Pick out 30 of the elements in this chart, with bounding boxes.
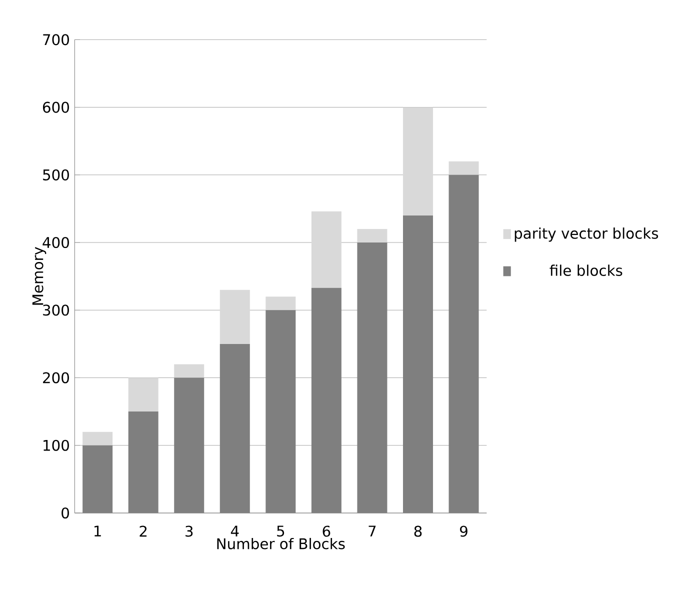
- y-tick-label: 300: [43, 304, 69, 316]
- bar: [174, 364, 204, 378]
- x-tick-label: 5: [277, 526, 284, 537]
- y-tick-label: 100: [44, 440, 69, 451]
- y-tick-label: 200: [43, 372, 69, 384]
- y-tick-label: 400: [42, 236, 69, 248]
- y-axis-title: Memory: [32, 246, 46, 305]
- x-tick-label: 6: [322, 526, 330, 537]
- y-tick-label: 0: [62, 507, 69, 519]
- y-tick-label: 700: [43, 34, 69, 46]
- x-axis-title: Number of Blocks: [217, 538, 345, 550]
- bar: [357, 228, 388, 243]
- x-tick-label: 8: [414, 526, 422, 537]
- text: file blocks: [550, 264, 622, 276]
- x-tick-label: 3: [186, 526, 193, 537]
- y-tick-label: 600: [42, 102, 69, 113]
- bar: [402, 107, 433, 216]
- legend-label: parity vector blocks: [514, 228, 658, 242]
- x-tick-label: 4: [230, 526, 239, 536]
- bar: [311, 211, 342, 288]
- bar: [82, 432, 113, 446]
- bar: [220, 290, 250, 344]
- x-tick-label: 7: [368, 526, 376, 536]
- bar: [266, 296, 296, 310]
- bar: [448, 161, 479, 175]
- y-tick-label: 500: [43, 169, 69, 180]
- x-tick-label: 2: [140, 526, 147, 537]
- bar: [128, 378, 158, 412]
- x-tick-label: 1: [94, 526, 101, 536]
- x-tick-label: 9: [460, 526, 468, 537]
